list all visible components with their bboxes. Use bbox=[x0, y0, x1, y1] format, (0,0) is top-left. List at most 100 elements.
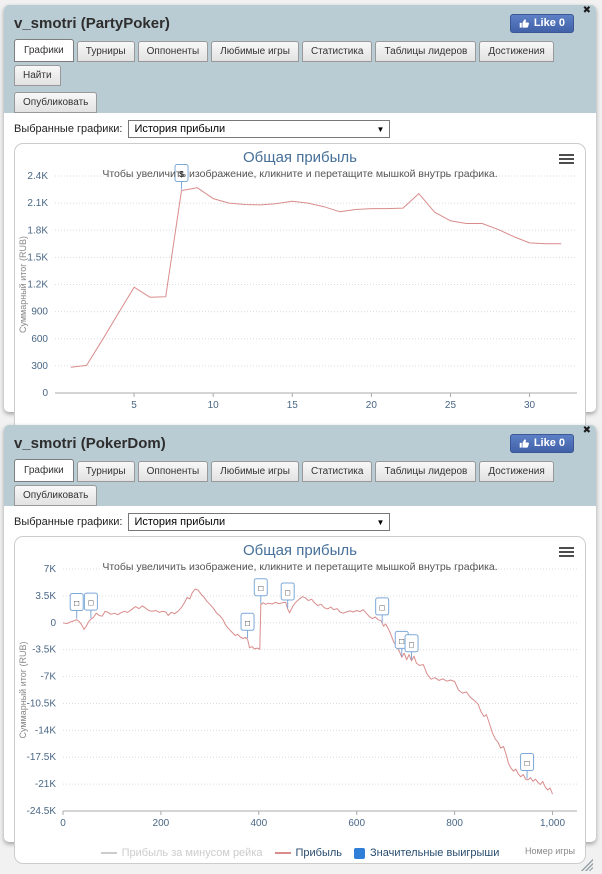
svg-text:800: 800 bbox=[446, 818, 463, 829]
graph-select[interactable]: История прибыли ▼ bbox=[128, 120, 391, 138]
svg-text:200: 200 bbox=[153, 818, 170, 829]
like-button[interactable]: Like 0 bbox=[509, 433, 574, 453]
like-label: Like 0 bbox=[533, 437, 565, 449]
svg-text:3.5K: 3.5K bbox=[35, 591, 56, 602]
svg-text:□: □ bbox=[285, 587, 290, 597]
tab-0-1[interactable]: Турниры bbox=[76, 41, 135, 62]
square-swatch-icon bbox=[354, 847, 366, 859]
graph-select-value: История прибыли bbox=[134, 123, 226, 135]
plot-area[interactable]: 0 300 600 900 1.2K 1.5K 1.8K 2.1K 2.4K 5 10 15 20 25 3… bbox=[15, 144, 585, 441]
svg-text:7K: 7K bbox=[44, 564, 57, 575]
tab-1-1[interactable]: Турниры bbox=[76, 461, 135, 482]
tab-bar: Графики Турниры Оппоненты Любимые игры Стати… bbox=[14, 39, 586, 113]
svg-text:-24.5K: -24.5K bbox=[27, 806, 57, 817]
svg-text:0: 0 bbox=[60, 818, 66, 829]
svg-text:2.1K: 2.1K bbox=[27, 198, 48, 209]
tab-1-6[interactable]: Достижения bbox=[479, 461, 554, 482]
svg-text:600: 600 bbox=[348, 818, 365, 829]
svg-text:600: 600 bbox=[31, 334, 48, 345]
svg-text:300: 300 bbox=[31, 361, 48, 372]
legend-item-profit[interactable]: Прибыль bbox=[274, 847, 342, 859]
profit-chart: Общая прибыль Чтобы увеличить изображени… bbox=[14, 143, 586, 442]
chart-legend: Прибыль за минусом рейка Прибыль Значите… bbox=[15, 847, 585, 859]
chart-canvas[interactable]: -24.5K -21K -17.5K -14K -10.5K -7K -3.5K 0 3.5K 7… bbox=[15, 537, 585, 863]
tab-1-7[interactable]: Опубликовать bbox=[14, 485, 98, 506]
like-button[interactable]: Like 0 bbox=[509, 13, 574, 33]
tab-0-8[interactable]: Опубликовать bbox=[14, 92, 98, 113]
tab-bar: Графики Турниры Оппоненты Любимые игры Стати… bbox=[14, 459, 586, 506]
chart-title: Общая прибыль bbox=[242, 149, 358, 166]
legend-item-rake-adjusted[interactable]: Прибыль за минусом рейка bbox=[100, 847, 263, 859]
tab-0-2[interactable]: Оппоненты bbox=[137, 41, 209, 62]
svg-text:□: □ bbox=[245, 618, 250, 628]
svg-text:□: □ bbox=[409, 639, 414, 649]
close-icon[interactable]: ✖ bbox=[582, 5, 591, 16]
legend-item-big-wins[interactable]: Значительные выигрыши bbox=[354, 847, 499, 859]
svg-text:2.4K: 2.4K bbox=[27, 171, 48, 182]
tab-0-3[interactable]: Любимые игры bbox=[211, 41, 299, 62]
tab-1-4[interactable]: Статистика bbox=[301, 461, 373, 482]
plot-area[interactable]: -24.5K -21K -17.5K -14K -10.5K -7K -3.5K 0 3.5K 7… bbox=[15, 537, 585, 863]
profit-chart: Общая прибыль Чтобы увеличить изображени… bbox=[14, 536, 586, 864]
svg-text:20: 20 bbox=[366, 400, 378, 411]
svg-text:□: □ bbox=[380, 602, 385, 612]
svg-text:900: 900 bbox=[31, 307, 48, 318]
chevron-down-icon: ▼ bbox=[376, 124, 385, 134]
tab-1-0[interactable]: Графики bbox=[14, 459, 74, 482]
graph-select-value: История прибыли bbox=[134, 516, 226, 528]
svg-text:1.8K: 1.8K bbox=[27, 225, 48, 236]
player-widget-partypoker: ✖ v_smotri (PartyPoker) Like 0 Графики Ту… bbox=[4, 5, 596, 449]
tab-1-5[interactable]: Таблицы лидеров bbox=[375, 461, 477, 482]
svg-text:5: 5 bbox=[131, 400, 137, 411]
svg-text:□: □ bbox=[258, 583, 263, 593]
panel-title: v_smotri (PokerDom) bbox=[14, 434, 166, 452]
svg-text:30: 30 bbox=[524, 400, 536, 411]
svg-text:-10.5K: -10.5K bbox=[27, 698, 57, 709]
svg-text:1.2K: 1.2K bbox=[27, 280, 48, 291]
like-label: Like 0 bbox=[533, 17, 565, 29]
tab-1-2[interactable]: Оппоненты bbox=[137, 461, 209, 482]
widget-header: v_smotri (PokerDom) Like 0 Графики Турнир… bbox=[4, 425, 596, 506]
thumbs-up-icon bbox=[519, 438, 529, 448]
graph-select-label: Выбранные графики: bbox=[14, 516, 123, 528]
widget-body: Выбранные графики: История прибыли ▼ Общ… bbox=[4, 113, 596, 452]
svg-text:10: 10 bbox=[208, 400, 220, 411]
svg-text:□: □ bbox=[399, 636, 404, 646]
line-swatch-icon bbox=[274, 852, 291, 854]
svg-text:400: 400 bbox=[250, 818, 267, 829]
chart-menu-icon[interactable] bbox=[559, 152, 574, 166]
svg-text:-7K: -7K bbox=[40, 672, 56, 683]
graph-select-label: Выбранные графики: bbox=[14, 123, 123, 135]
svg-text:Суммарный итог (RUB): Суммарный итог (RUB) bbox=[18, 236, 28, 333]
graph-select[interactable]: История прибыли ▼ bbox=[128, 513, 391, 531]
tab-0-7[interactable]: Найти bbox=[14, 65, 61, 86]
tab-0-5[interactable]: Таблицы лидеров bbox=[375, 41, 477, 62]
chart-subtitle: Чтобы увеличить изображение, кликните и … bbox=[102, 168, 498, 180]
chart-menu-icon[interactable] bbox=[559, 545, 574, 559]
svg-text:□: □ bbox=[74, 598, 79, 608]
thumbs-up-icon bbox=[519, 18, 529, 28]
tab-0-0[interactable]: Графики bbox=[14, 39, 74, 62]
svg-text:1.5K: 1.5K bbox=[27, 252, 48, 263]
svg-text:1,000: 1,000 bbox=[540, 818, 565, 829]
svg-text:0: 0 bbox=[50, 618, 56, 629]
widget-body: Выбранные графики: История прибыли ▼ Общ… bbox=[4, 506, 596, 874]
panel-title: v_smotri (PartyPoker) bbox=[14, 14, 170, 32]
player-widget-pokerdom: ✖ v_smotri (PokerDom) Like 0 Графики Турн… bbox=[4, 425, 596, 871]
chevron-down-icon: ▼ bbox=[376, 517, 385, 527]
resize-grip[interactable] bbox=[581, 859, 593, 871]
chart-canvas[interactable]: 0 300 600 900 1.2K 1.5K 1.8K 2.1K 2.4K 5 10 15 20 25 3… bbox=[15, 144, 585, 441]
svg-text:□: □ bbox=[524, 758, 529, 768]
tab-0-4[interactable]: Статистика bbox=[301, 41, 373, 62]
tab-0-6[interactable]: Достижения bbox=[479, 41, 554, 62]
x-axis-title: Номер игры bbox=[525, 846, 575, 856]
svg-text:0: 0 bbox=[42, 388, 48, 399]
svg-text:-17.5K: -17.5K bbox=[27, 752, 57, 763]
line-swatch-icon bbox=[100, 852, 117, 854]
tab-1-3[interactable]: Любимые игры bbox=[211, 461, 299, 482]
svg-text:-14K: -14K bbox=[35, 725, 56, 736]
close-icon[interactable]: ✖ bbox=[582, 425, 591, 436]
svg-text:Суммарный итог (RUB): Суммарный итог (RUB) bbox=[18, 641, 28, 738]
svg-text:25: 25 bbox=[445, 400, 457, 411]
svg-text:-3.5K: -3.5K bbox=[32, 645, 56, 656]
